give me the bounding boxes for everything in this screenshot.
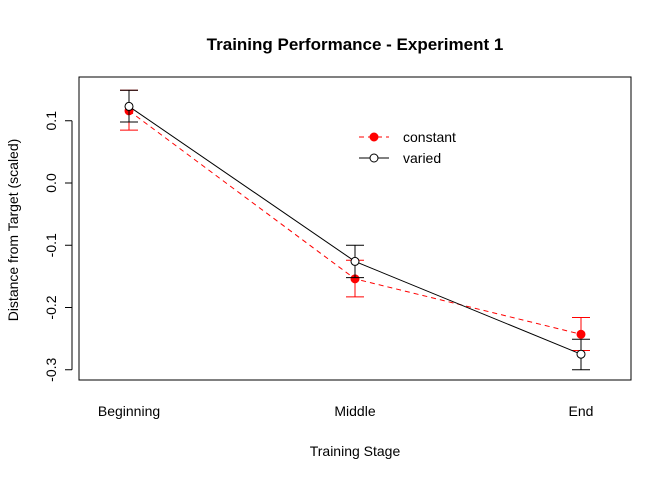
- x-axis: Beginning Middle End: [98, 403, 594, 419]
- legend-label: constant: [403, 129, 456, 145]
- data-point: [576, 349, 586, 359]
- legend: constant varied: [359, 129, 456, 166]
- y-axis-label: Distance from Target (scaled): [5, 139, 21, 322]
- series-constant: [120, 89, 590, 351]
- legend-item-constant: constant: [359, 129, 456, 145]
- y-axis: 0.1 0.0 -0.1 -0.2 -0.3: [43, 111, 73, 382]
- plot-frame: [78, 76, 632, 381]
- x-tick-label: Middle: [334, 403, 375, 419]
- series-line: [128, 106, 582, 355]
- series-line: [128, 110, 582, 335]
- y-tick-label: 0.1: [43, 111, 59, 131]
- data-point: [350, 256, 360, 266]
- series-layer: [120, 89, 590, 371]
- data-point: [124, 101, 134, 111]
- x-tick-label: Beginning: [98, 403, 160, 419]
- x-axis-label: Training Stage: [310, 443, 401, 459]
- y-tick-label: 0.0: [43, 173, 59, 193]
- y-tick-label: -0.1: [43, 233, 59, 257]
- y-tick-label: -0.3: [43, 357, 59, 381]
- chart-title: Training Performance - Experiment 1: [207, 35, 504, 54]
- y-tick-label: -0.2: [43, 295, 59, 319]
- legend-marker: [369, 132, 379, 142]
- x-tick-label: End: [569, 403, 594, 419]
- legend-label: varied: [403, 150, 441, 166]
- legend-marker: [369, 153, 379, 163]
- legend-item-varied: varied: [359, 150, 441, 166]
- data-point: [576, 329, 586, 339]
- series-varied: [120, 89, 590, 371]
